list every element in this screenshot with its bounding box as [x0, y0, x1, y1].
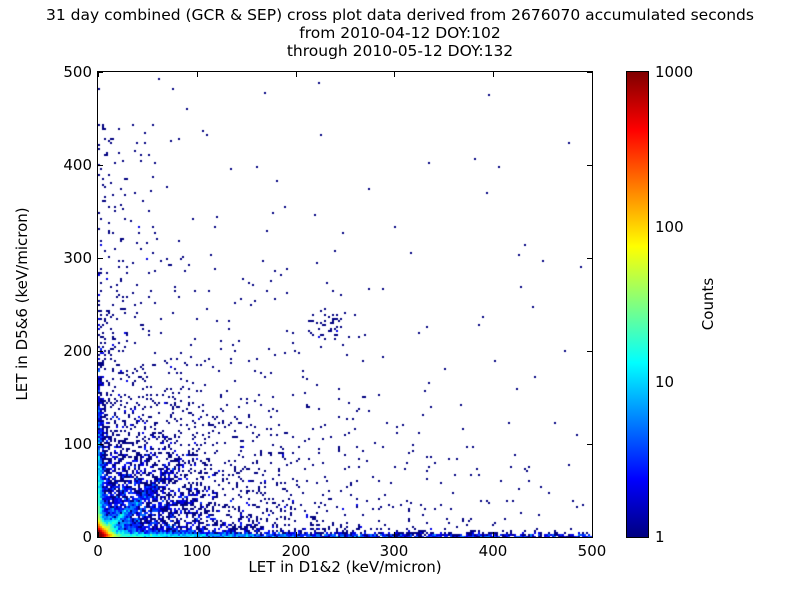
y-tick-label-100: 100 [63, 435, 92, 453]
tick-mark [493, 532, 494, 537]
title-line-1: 31 day combined (GCR & SEP) cross plot d… [46, 6, 754, 24]
tick-mark [98, 72, 103, 73]
chart-title: 31 day combined (GCR & SEP) cross plot d… [0, 6, 800, 60]
x-axis-label: LET in D1&2 (keV/micron) [248, 558, 442, 576]
tick-mark [98, 258, 103, 259]
tick-mark [296, 532, 297, 537]
y-tick-label-500: 500 [63, 63, 92, 81]
colorbar-label: Counts [699, 277, 717, 331]
tick-mark [98, 165, 103, 166]
tick-mark [98, 444, 103, 445]
title-line-3: through 2010-05-12 DOY:132 [286, 42, 514, 60]
tick-mark [197, 72, 198, 77]
tick-mark [98, 72, 99, 77]
y-axis-label: LET in D5&6 (keV/micron) [13, 207, 31, 401]
scatter-density-canvas [98, 72, 592, 537]
y-tick-label-400: 400 [63, 156, 92, 174]
colorbar-tick-label-100: 100 [655, 218, 684, 236]
tick-mark [98, 532, 99, 537]
tick-mark [587, 537, 592, 538]
y-tick-label-300: 300 [63, 249, 92, 267]
tick-mark [394, 72, 395, 77]
title-line-2: from 2010-04-12 DOY:102 [299, 24, 501, 42]
tick-mark [98, 351, 103, 352]
x-tick-label-300: 300 [379, 542, 409, 560]
tick-mark [587, 444, 592, 445]
x-tick-label-100: 100 [182, 542, 212, 560]
colorbar [626, 71, 649, 538]
x-tick-label-500: 500 [577, 542, 607, 560]
tick-mark [493, 72, 494, 77]
tick-mark [98, 537, 103, 538]
tick-mark [587, 351, 592, 352]
tick-mark [197, 532, 198, 537]
tick-mark [592, 72, 593, 77]
y-tick-label-200: 200 [63, 342, 92, 360]
tick-mark [587, 258, 592, 259]
x-tick-label-200: 200 [281, 542, 311, 560]
tick-mark [296, 72, 297, 77]
colorbar-tick-label-1000: 1000 [655, 63, 694, 81]
tick-mark [587, 165, 592, 166]
tick-mark [592, 532, 593, 537]
colorbar-tick-label-1: 1 [655, 528, 665, 546]
x-tick-label-400: 400 [478, 542, 508, 560]
y-tick-label-0: 0 [82, 528, 92, 546]
x-tick-label-0: 0 [93, 542, 103, 560]
tick-mark [394, 532, 395, 537]
plot-area [97, 71, 593, 538]
tick-mark [587, 72, 592, 73]
colorbar-tick-label-10: 10 [655, 373, 675, 391]
